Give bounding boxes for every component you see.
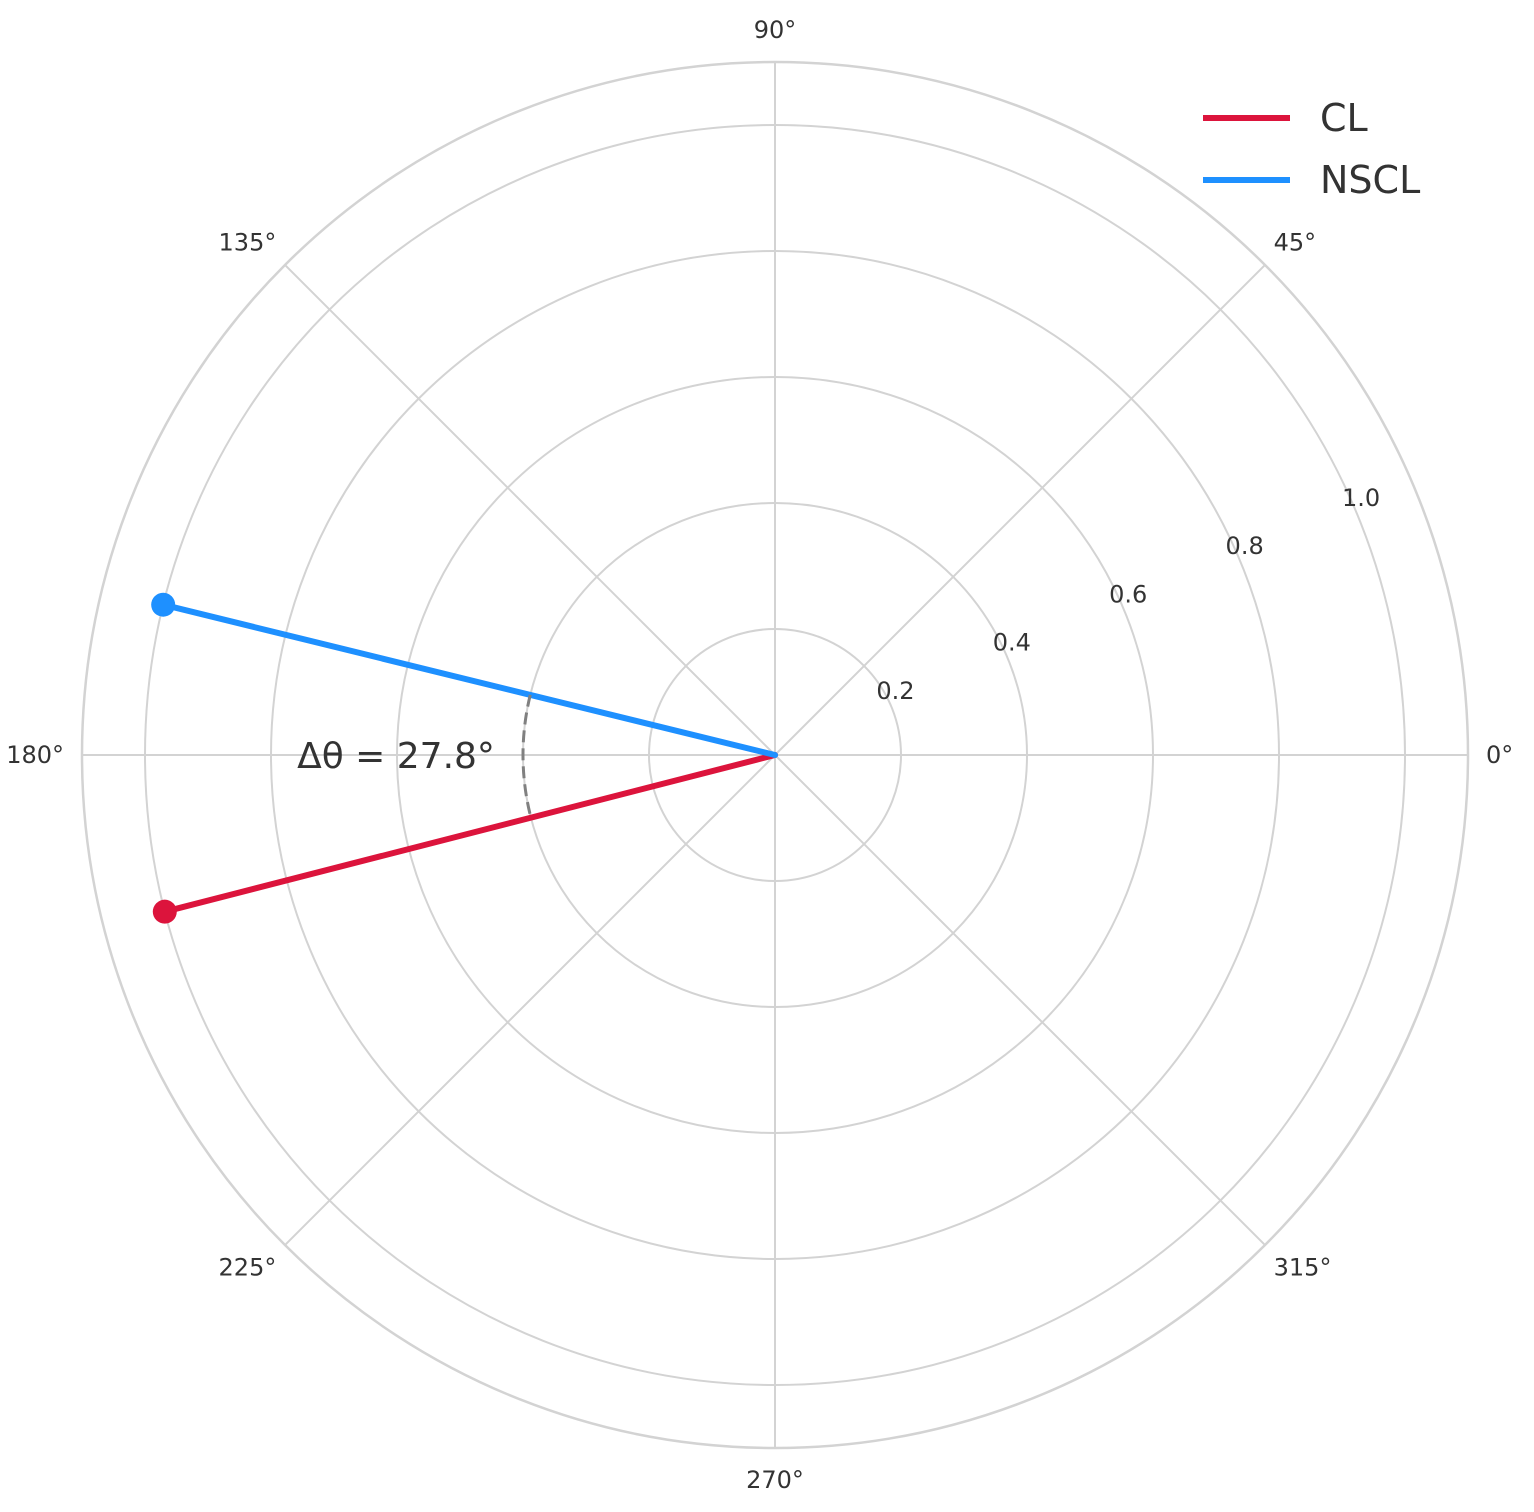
angular-gridline-1 [774, 264, 1266, 756]
series-line-cl [161, 752, 778, 915]
angular-tick-label: 270° [746, 1466, 804, 1494]
angular-tick-label: 180° [6, 741, 64, 769]
angular-gridline-7 [774, 754, 1266, 1246]
delta-angle-label: Δθ = 27.8° [297, 736, 495, 777]
tick-labels: 0° 45° 90° 135° 180° 225° 270° 315° 0.2 0.4 0.6 0.8… [6, 16, 1513, 1494]
angular-tick-label: 90° [754, 16, 797, 44]
legend: CL NSCL [1203, 96, 1420, 202]
radial-tick-label: 0.2 [876, 677, 914, 705]
series-point-cl [152, 899, 177, 924]
radial-tick-label: 1.0 [1342, 484, 1380, 512]
radial-tick-label: 0.8 [1226, 532, 1264, 560]
data-layer [151, 592, 778, 924]
angular-tick-label: 315° [1274, 1254, 1332, 1282]
angular-tick-label: 225° [219, 1254, 277, 1282]
series-line-nscl [160, 601, 778, 758]
series-point-nscl [151, 592, 176, 617]
delta-angle-arc [521, 694, 533, 819]
angle-annotation: Δθ = 27.8° [297, 694, 533, 819]
radial-tick-label: 0.4 [993, 629, 1031, 657]
legend-label-nscl: NSCL [1320, 158, 1420, 202]
legend-label-cl: CL [1320, 96, 1368, 140]
angular-tick-label: 45° [1274, 228, 1317, 256]
polar-grid [80, 60, 1470, 1450]
angular-tick-label: 0° [1486, 741, 1513, 769]
angular-gridline-3 [284, 264, 776, 756]
angular-gridline-5 [284, 754, 776, 1246]
angular-tick-label: 135° [219, 228, 277, 256]
radial-tick-label: 0.6 [1109, 580, 1147, 608]
